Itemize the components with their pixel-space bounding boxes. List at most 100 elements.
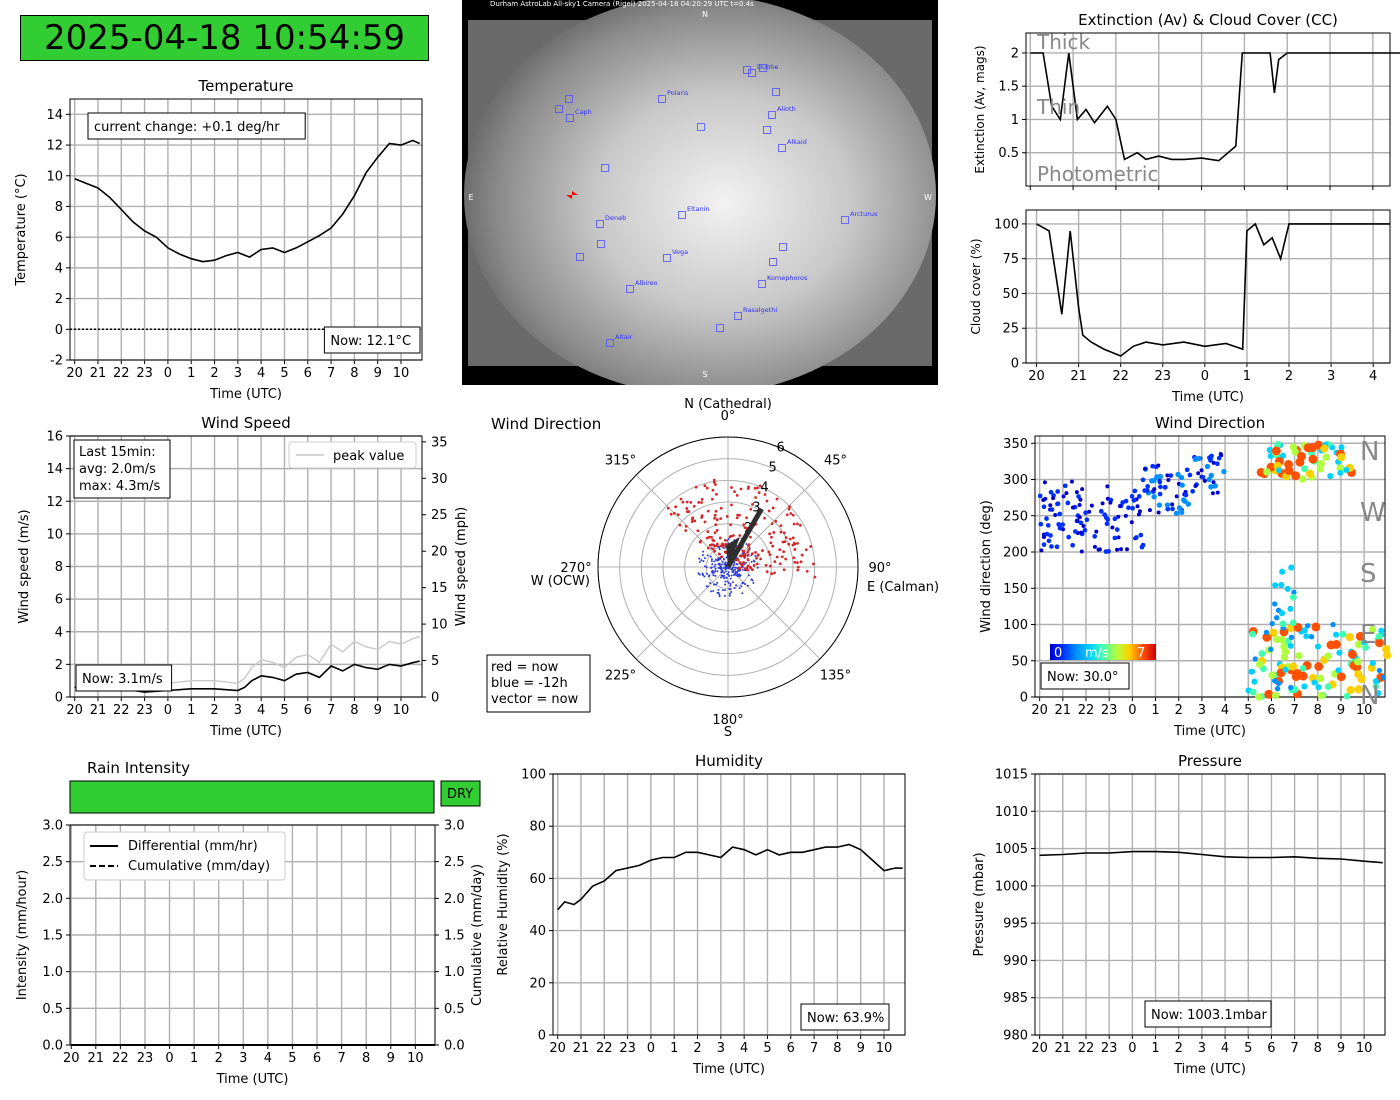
x-axis-label: Time (UTC) <box>1171 390 1244 405</box>
current-wind-point <box>775 555 779 559</box>
west-label: W (OCW) <box>531 574 590 589</box>
current-wind-point <box>778 548 782 552</box>
chart-title: Rain Intensity <box>87 759 190 777</box>
wind-direction-point <box>1078 520 1084 526</box>
plot-frame <box>1025 209 1391 364</box>
current-wind-point <box>764 563 768 567</box>
chart-title: Wind Speed <box>201 414 291 432</box>
wind-direction-point <box>1255 693 1263 701</box>
past-wind-point <box>714 567 717 570</box>
current-wind-point <box>725 514 729 518</box>
y-tick-label: 8 <box>55 560 63 575</box>
current-wind-point <box>754 550 757 554</box>
y-right-tick-label: 10 <box>431 618 448 633</box>
wind-direction-point <box>1211 460 1216 465</box>
wind-direction-point <box>1271 446 1281 456</box>
wind-direction-point <box>1143 466 1148 471</box>
current-wind-point <box>729 523 732 527</box>
star-label: Rasalgethi <box>743 306 777 314</box>
x-axis-label: Time (UTC) <box>209 724 282 739</box>
current-wind-point <box>785 513 789 517</box>
x-tick-label: 21 <box>1055 703 1072 718</box>
wind-direction-point <box>1048 489 1054 495</box>
x-tick-label: 4 <box>740 1041 748 1056</box>
y-tick-label: 0 <box>1020 691 1028 706</box>
wind-direction-point <box>1057 511 1063 517</box>
x-tick-label: 2 <box>215 1051 223 1066</box>
pressure-chart: 20 21 22 23 0 1 2 3 4 5 6 7 8 9 1098098599099510001005… <box>972 752 1386 1077</box>
star-marker <box>716 324 724 332</box>
x-tick-label: 3 <box>234 703 242 718</box>
past-wind-point <box>717 567 720 570</box>
polar-legend-line: blue = -12h <box>491 676 568 691</box>
angle-label: 225° <box>605 668 636 683</box>
wind-direction-point <box>1152 487 1157 492</box>
current-wind-point <box>735 494 739 497</box>
wind-direction-point <box>1293 668 1302 678</box>
past-wind-point <box>741 581 744 584</box>
past-wind-point <box>747 574 750 577</box>
wind-direction-point <box>1272 678 1278 684</box>
x-tick-label: 9 <box>1337 1041 1345 1056</box>
wind-direction-point <box>1368 626 1377 634</box>
past-wind-point <box>722 567 725 570</box>
past-wind-point <box>717 588 720 591</box>
current-wind-point <box>696 529 700 533</box>
y-right-tick-label: 0.0 <box>444 1039 465 1054</box>
y-axis-label: Cloud cover (%) <box>969 238 983 334</box>
past-wind-point <box>719 565 722 568</box>
star-marker <box>779 243 787 251</box>
y-tick-label: 2.5 <box>42 855 63 870</box>
x-axis-label: Time (UTC) <box>1173 1062 1246 1077</box>
past-wind-point <box>744 583 747 586</box>
wind-direction-point <box>1156 463 1161 468</box>
star-label: Albireo <box>635 279 658 287</box>
current-wind-point <box>763 516 766 520</box>
y-tick-label: 995 <box>1003 917 1028 932</box>
wind-direction-point <box>1314 662 1324 671</box>
current-wind-point <box>721 543 725 547</box>
past-wind-point <box>716 591 719 594</box>
current-wind-point <box>788 505 792 509</box>
y-tick-label: 985 <box>1003 991 1028 1006</box>
wind-direction-point <box>1108 500 1113 505</box>
current-wind-point <box>710 535 713 539</box>
past-wind-point <box>724 567 727 570</box>
wind-direction-point <box>1264 689 1274 699</box>
y-tick-label: 0 <box>55 691 63 706</box>
angle-label: 135° <box>820 668 851 683</box>
wind-direction-point <box>1249 630 1256 638</box>
wind-direction-point <box>1336 464 1344 472</box>
wind-direction-point <box>1061 527 1066 532</box>
stats-line: avg: 2.0m/s <box>79 462 156 477</box>
y-tick-label: 150 <box>1003 582 1028 597</box>
allsky-compass-e: E <box>468 193 473 202</box>
current-wind-point <box>730 486 733 489</box>
current-wind-point <box>746 553 750 557</box>
current-wind-point <box>749 566 752 569</box>
wind-direction-point <box>1100 501 1105 506</box>
polar-spoke <box>727 566 821 660</box>
current-wind-point <box>751 502 754 506</box>
star-marker <box>743 66 751 74</box>
wind-direction-point <box>1049 544 1054 549</box>
wind-direction-point <box>1157 479 1163 485</box>
y-tick-label: 16 <box>46 430 63 445</box>
wind-direction-point <box>1215 490 1220 495</box>
wind-direction-point <box>1361 639 1368 646</box>
wind-direction-point <box>1046 538 1052 544</box>
wind-direction-point <box>1216 455 1222 461</box>
wind-direction-point <box>1102 512 1107 518</box>
past-wind-point <box>713 560 716 563</box>
polar-spoke <box>635 474 729 568</box>
wind-direction-point <box>1175 471 1181 478</box>
legend-label: peak value <box>333 449 404 464</box>
wind-direction-point <box>1129 520 1134 525</box>
past-wind-point <box>719 576 722 579</box>
y-axis-label: Wind direction (deg) <box>979 500 994 633</box>
wind-direction-point <box>1324 652 1332 660</box>
wind-direction-point <box>1316 674 1325 683</box>
x-tick-label: 0 <box>1201 369 1209 384</box>
current-wind-point <box>742 523 746 527</box>
y-tick-label: 2 <box>55 292 63 307</box>
